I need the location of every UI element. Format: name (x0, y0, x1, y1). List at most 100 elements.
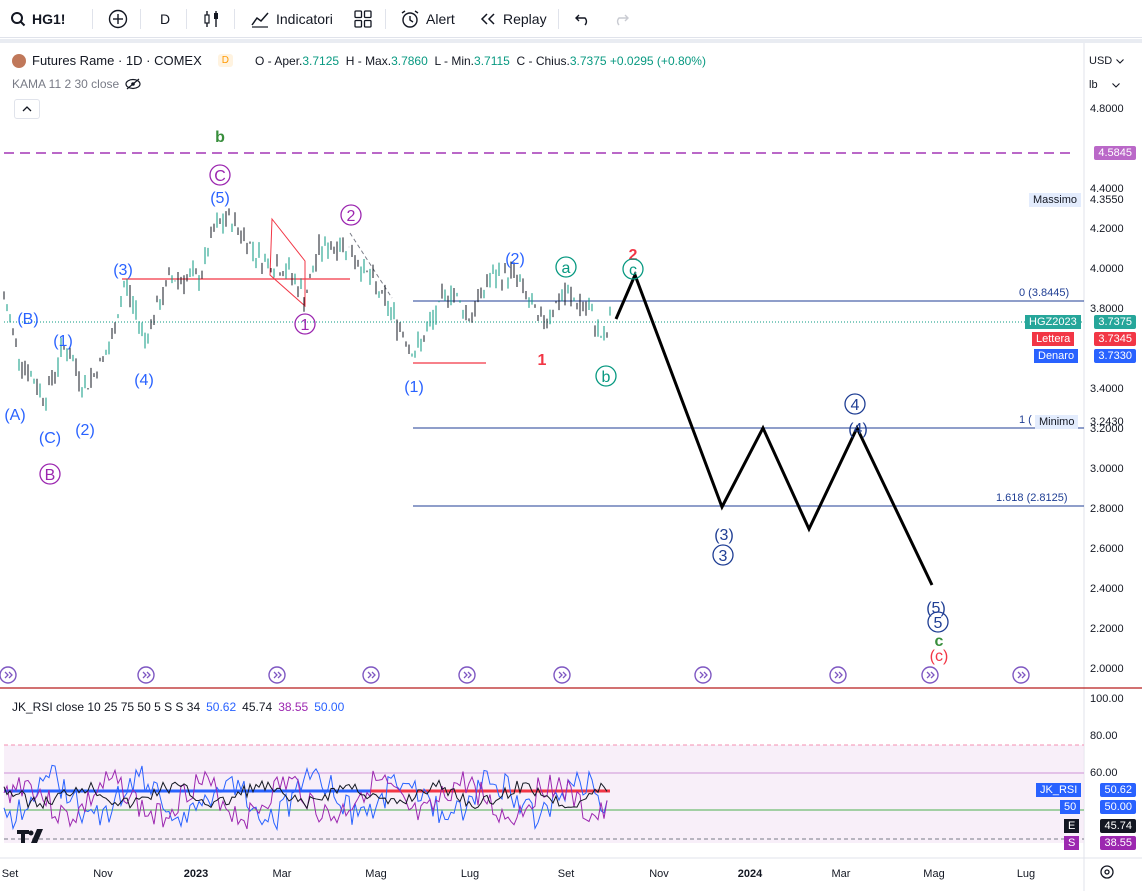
price-tick-label: 2.8000 (1090, 503, 1124, 515)
wave-three: (3) (113, 262, 133, 279)
price-axis[interactable]: 4.8000 4.4000 4.2000 4.0000 3.8000 3.4000 3.20… (1090, 103, 1124, 675)
rsi-value-1: 50.62 (206, 700, 237, 714)
time-tick-label: Lug (461, 868, 479, 880)
rsi-legend[interactable]: JK_RSI close 10 25 75 50 5 S S 34 50.62 … (12, 700, 344, 714)
currency-select[interactable]: USD (1086, 51, 1134, 71)
wave-b-green: b (215, 129, 225, 146)
chart-type-button[interactable] (203, 0, 221, 38)
kama-legend[interactable]: KAMA 11 2 30 close (12, 77, 141, 91)
price-tick-label: 4.2000 (1090, 223, 1124, 235)
wave-C-paren: (C) (39, 430, 61, 447)
symbol-tag: HGZ2023 (1025, 315, 1081, 329)
event-marker-icon[interactable] (921, 666, 939, 684)
wave-b-circ: b (602, 369, 611, 386)
projection-path[interactable] (614, 270, 934, 586)
eye-off-icon[interactable] (125, 78, 141, 90)
tradingview-logo-icon (17, 829, 43, 843)
wave-C-circ: C (214, 168, 226, 185)
event-marker-icon[interactable] (694, 666, 712, 684)
lettera-price-label: 3.7345 (1094, 332, 1136, 346)
rsi-tick-label: 60.00 (1090, 767, 1118, 779)
denaro-price-label: 3.7330 (1094, 349, 1136, 363)
wave-circle-marker (927, 611, 949, 633)
low-value: 3.7115 (474, 53, 510, 68)
chevron-down-icon (1111, 82, 1120, 88)
wave-circle-marker (712, 544, 734, 566)
rsi-value-4: 50.00 (314, 700, 345, 714)
minimo-tag: Minimo (1035, 415, 1079, 429)
symbol-search[interactable]: HG1! (10, 0, 65, 38)
redo-icon (616, 14, 629, 26)
event-marker-icon[interactable] (0, 666, 17, 684)
wave-one-paren: (1) (53, 333, 73, 350)
search-icon (11, 12, 26, 27)
event-marker-icon[interactable] (829, 666, 847, 684)
rsi-value-3: 38.55 (278, 700, 309, 714)
wave-five-circ: 5 (934, 615, 943, 632)
event-markers[interactable] (0, 666, 1030, 684)
wave-a-circ: a (562, 260, 571, 277)
chart-frame: 4.8000 4.4000 4.2000 4.0000 3.8000 3.4000 3.20… (0, 39, 1142, 891)
time-tick-label: Nov (649, 868, 669, 880)
price-tick-label: 3.8000 (1090, 303, 1124, 315)
time-axis[interactable]: Set Nov 2023 Mar Mag Lug Set Nov 2024 Mar Mag Lug (2, 868, 1035, 880)
wave-B-paren: (B) (17, 311, 38, 328)
rsi-tag-value: 50.62 (1100, 783, 1136, 797)
target-price-label: 4.5845 (1094, 146, 1136, 160)
dashed-trendline[interactable] (349, 232, 393, 299)
ohlc-values: O - Aper.3.7125 H - Max.3.7860 L - Min.3… (255, 54, 706, 68)
add-symbol-button[interactable] (108, 0, 128, 38)
event-marker-icon[interactable] (553, 666, 571, 684)
time-tick-label: Mar (832, 868, 851, 880)
alert-button[interactable]: Alert (400, 0, 455, 38)
alert-label: Alert (426, 11, 455, 27)
rsi-e-tag: E (1064, 819, 1080, 833)
settings-gear-icon[interactable] (1100, 865, 1114, 879)
grid-icon (354, 10, 372, 28)
wave-c-circ: c (629, 262, 637, 279)
exchange-badge: D (217, 54, 233, 67)
interval-label: D (160, 11, 171, 27)
symbol-label: HG1! (32, 11, 66, 27)
price-tick-label: 2.6000 (1090, 543, 1124, 555)
chevron-down-icon (1116, 58, 1125, 64)
wave-c-green: c (935, 633, 944, 650)
wave-five: (5) (210, 190, 230, 207)
wave-three-circ: 3 (719, 548, 728, 565)
redo-button[interactable] (612, 0, 630, 38)
rsi-tag: JK_RSI (1036, 783, 1082, 797)
close-label: C - Chius. (516, 53, 570, 68)
wave-two-p2: (2) (505, 251, 525, 268)
high-value: 3.7860 (391, 53, 428, 68)
replay-button[interactable]: Replay (479, 0, 547, 38)
main-chart[interactable]: 4.8000 4.4000 4.2000 4.0000 3.8000 3.4000 3.20… (0, 43, 1142, 891)
rsi-band (4, 745, 1084, 843)
unit-select[interactable]: lb (1086, 75, 1134, 95)
event-marker-icon[interactable] (1012, 666, 1030, 684)
wave-two-red: 2 (629, 247, 638, 264)
event-marker-icon[interactable] (362, 666, 380, 684)
indicators-button[interactable]: Indicatori (250, 0, 333, 38)
currency-label: USD (1089, 55, 1113, 67)
price-tick-label: 4.0000 (1090, 263, 1124, 275)
triangle-pattern[interactable] (269, 217, 306, 308)
minimo-value: 3.2430 (1090, 416, 1124, 428)
undo-button[interactable] (574, 0, 592, 38)
event-marker-icon[interactable] (458, 666, 476, 684)
wave-circle-marker (294, 313, 316, 335)
rsi-tick-label: 100.00 (1090, 693, 1124, 705)
wave-c-red: (c) (930, 648, 949, 665)
price-candles (3, 208, 611, 411)
wave-labels: b C (5) (3) 2 (B) (1) (A) (C) (2) (4) B … (4, 129, 949, 665)
event-marker-icon[interactable] (137, 666, 155, 684)
collapse-legend-button[interactable] (14, 99, 40, 119)
event-marker-icon[interactable] (268, 666, 286, 684)
interval-button[interactable]: D (160, 0, 170, 38)
time-tick-label: Mar (273, 868, 292, 880)
rsi-line-3 (3, 779, 608, 810)
layout-button[interactable] (354, 0, 372, 38)
chart-title[interactable]: Futures Rame · 1D · COMEX (32, 53, 202, 68)
plus-circle-icon (108, 9, 128, 29)
wave-circle-marker (340, 204, 362, 226)
lettera-tag: Lettera (1032, 332, 1075, 346)
